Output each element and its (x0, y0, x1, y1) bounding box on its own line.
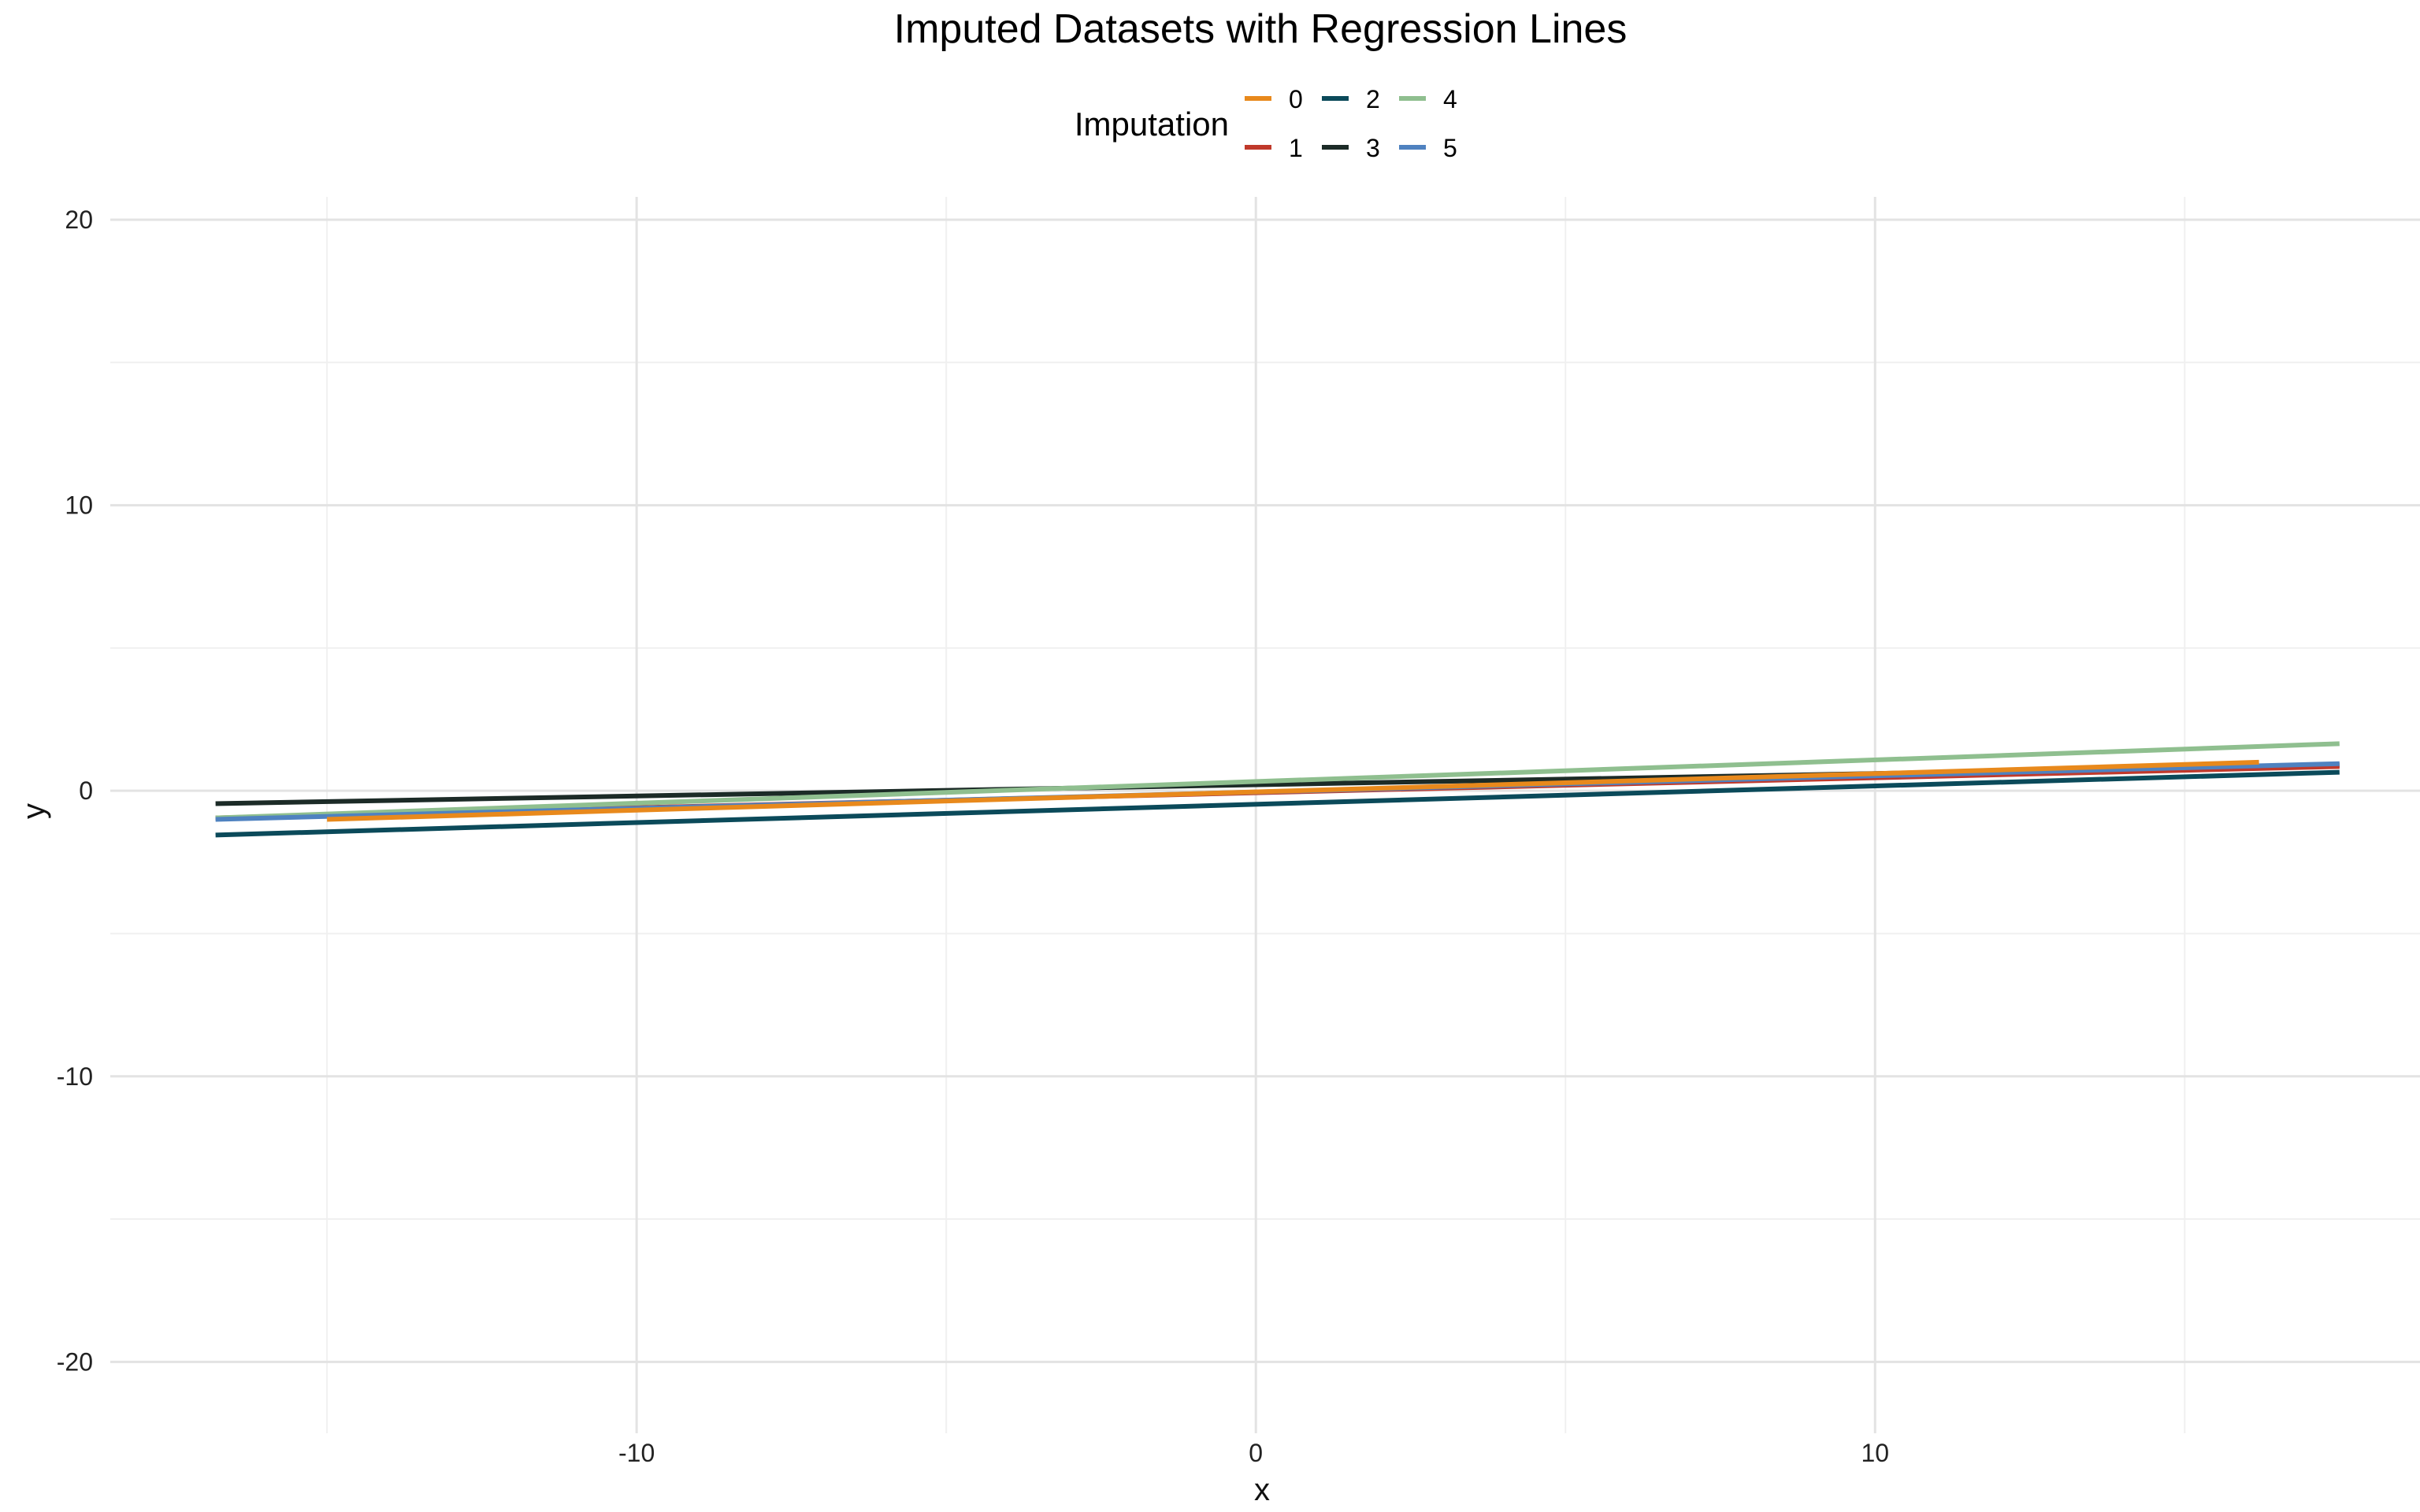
x-tick-label: -10 (618, 1439, 655, 1467)
x-tick-label: 0 (1249, 1439, 1263, 1467)
grid-minor (110, 197, 2420, 1433)
y-tick-label: 10 (65, 491, 93, 520)
y-tick-label: -10 (57, 1062, 93, 1091)
y-tick-label: -20 (57, 1347, 93, 1376)
y-tick-label: 20 (65, 206, 93, 234)
legend-label: 1 (1289, 134, 1303, 162)
chart-title: Imputed Datasets with Regression Lines (894, 6, 1628, 52)
y-tick-labels: -20 -10 0 10 20 (57, 206, 93, 1376)
series-lines (215, 741, 2340, 838)
series-line-4 (215, 741, 2340, 821)
legend-label: 0 (1289, 85, 1303, 113)
legend-label: 4 (1443, 85, 1457, 113)
legend: Imputation 0 1 2 3 4 5 (1075, 85, 1457, 162)
legend-label: 2 (1366, 85, 1380, 113)
grid-major (110, 197, 2420, 1433)
legend-title: Imputation (1075, 106, 1229, 143)
x-tick-label: 10 (1861, 1439, 1889, 1467)
y-tick-label: 0 (79, 776, 93, 805)
x-tick-labels: -10 0 10 (618, 1439, 1889, 1467)
legend-label: 5 (1443, 134, 1457, 162)
x-axis-title: x (1254, 1473, 1270, 1507)
series-line-2 (215, 769, 2340, 838)
series-line-0 (327, 759, 2259, 822)
legend-label: 3 (1366, 134, 1380, 162)
y-axis-title: y (17, 803, 51, 819)
